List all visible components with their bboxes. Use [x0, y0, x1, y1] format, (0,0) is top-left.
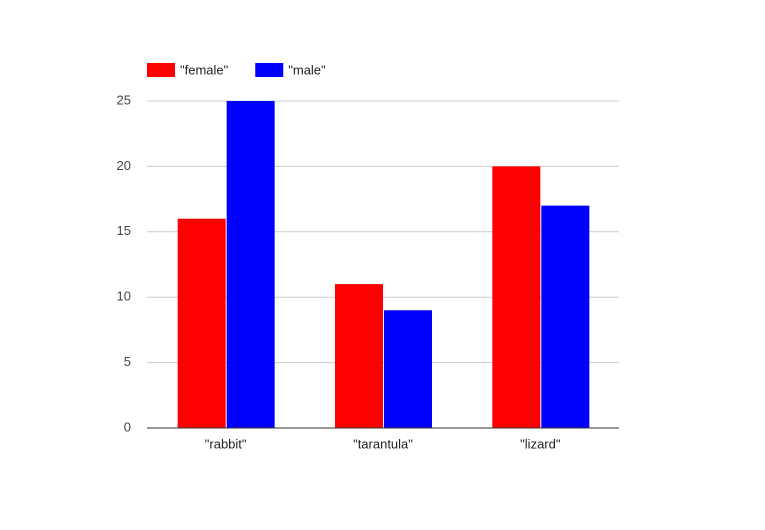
y-tick-label: 10	[117, 289, 131, 304]
y-tick-label: 0	[124, 419, 131, 434]
legend-swatch	[255, 63, 284, 77]
x-tick-label: "lizard"	[520, 436, 561, 451]
y-tick-label: 20	[117, 158, 131, 173]
legend-label: "female"	[180, 62, 229, 77]
bar	[492, 166, 541, 428]
y-tick-label: 5	[124, 354, 131, 369]
y-tick-label: 15	[117, 223, 131, 238]
x-tick-label: "tarantula"	[353, 436, 413, 451]
bar	[541, 205, 590, 428]
legend-label: "male"	[288, 62, 326, 77]
bar	[226, 101, 275, 428]
bar	[384, 310, 432, 428]
legend-swatch	[147, 63, 175, 77]
x-tick-label: "rabbit"	[205, 436, 247, 451]
bar	[177, 218, 226, 428]
bar	[335, 284, 383, 428]
y-tick-label: 25	[117, 92, 131, 107]
